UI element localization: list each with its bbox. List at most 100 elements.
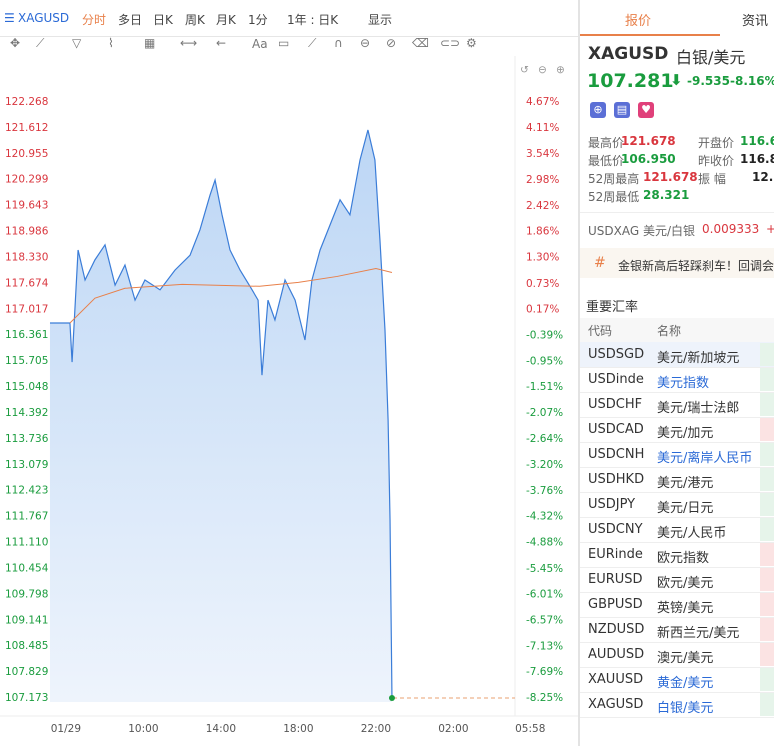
trend-cell (760, 393, 774, 416)
tool[interactable]: ⌇ (108, 36, 114, 50)
y-tick-label: 116.361 (5, 329, 48, 341)
rate-row[interactable]: USDJPY 美元/日元 (580, 492, 774, 518)
drawing-toolbar: ✥ ⟋ ▽ ⌇ ▦ ⟷ ← Aa ▭ ⟋ ∩ ⊖ ⊘ ⌫ ⊂⊃ ⚙ (0, 36, 578, 56)
tab[interactable]: 日K (153, 13, 173, 27)
y-tick-label: 119.643 (5, 200, 48, 212)
zoom-out-icon[interactable]: ⊖ (538, 64, 547, 76)
symbol: XAGUSD (588, 44, 669, 64)
tab[interactable]: 多日 (118, 13, 143, 27)
rate-name: 欧元指数 (657, 551, 710, 566)
y2-tick-label: -3.76% (526, 485, 563, 497)
rate-row[interactable]: EURUSD 欧元/美元 (580, 567, 774, 593)
x-tick-label: 10:00 (128, 723, 158, 735)
y2-tick-label: -6.01% (526, 589, 563, 601)
tab[interactable]: 1年 : 日K (287, 13, 339, 27)
tool[interactable]: ⚙ (466, 36, 477, 50)
rate-code: EURUSD (588, 572, 643, 587)
rate-row[interactable]: XAGUSD 白银/美元 (580, 692, 774, 718)
trend-cell (760, 443, 774, 466)
trend-cell (760, 668, 774, 691)
rate-code: USDSGD (588, 347, 644, 362)
y-tick-label: 120.955 (5, 148, 48, 160)
action-icon[interactable]: ▤ (614, 102, 630, 118)
y2-tick-label: 3.54% (526, 148, 559, 160)
rate-row[interactable]: EURinde 欧元指数 (580, 542, 774, 568)
y-tick-label: 117.674 (5, 277, 49, 289)
tool[interactable]: ⌫ (412, 36, 429, 50)
y-tick-label: 109.141 (5, 614, 48, 626)
rate-row[interactable]: NZDUSD 新西兰元/美元 (580, 617, 774, 643)
price-line (49, 129, 393, 699)
news[interactable]: 金银新高后轻踩刹车！回调会 (618, 259, 774, 273)
y2-tick-label: -3.20% (526, 459, 563, 471)
tool[interactable]: ⊂⊃ (440, 36, 461, 50)
stat-label: 昨收价 (698, 154, 735, 168)
inverse-label: USDXAG 美元/白银 (588, 224, 696, 238)
tab[interactable]: 显示 (368, 13, 393, 27)
tool[interactable]: Aa (252, 37, 268, 51)
symbol[interactable]: XAGUSD (18, 11, 70, 25)
y2-tick-label: -0.95% (526, 355, 563, 367)
col-header: 代码 (588, 324, 613, 338)
rate-code: USDCNY (588, 522, 643, 537)
tool[interactable]: ▦ (144, 36, 156, 50)
tab[interactable]: 报价 (625, 14, 652, 29)
tab[interactable]: 周K (185, 13, 205, 27)
rate-row[interactable]: USDCAD 美元/加元 (580, 417, 774, 443)
rate-row[interactable]: USDinde 美元指数 (580, 367, 774, 393)
y-tick-label: 115.048 (5, 381, 48, 393)
news-icon: # (594, 255, 606, 271)
action-icon[interactable]: ⊕ (590, 102, 606, 118)
rate-name: 黄金/美元 (657, 676, 714, 691)
rate-row[interactable]: AUDUSD 澳元/美元 (580, 642, 774, 668)
zoom-in-icon[interactable]: ⊕ (556, 64, 565, 76)
inverse-more: + (766, 222, 774, 236)
tab[interactable]: 分时 (82, 13, 107, 27)
average-line (69, 268, 393, 324)
rate-name: 美元/港元 (657, 476, 714, 491)
trend-cell (760, 518, 774, 541)
tool[interactable]: ⊘ (386, 36, 397, 50)
y-tick-label: 120.299 (5, 174, 48, 186)
rate-row[interactable]: USDHKD 美元/港元 (580, 467, 774, 493)
change: -9.535 (687, 74, 730, 88)
rate-row[interactable]: GBPUSD 英镑/美元 (580, 592, 774, 618)
y2-tick-label: 1.86% (526, 226, 559, 238)
tool[interactable]: ▭ (278, 36, 290, 50)
tool[interactable]: ← (216, 36, 227, 50)
reset-icon[interactable]: ↺ (520, 64, 529, 76)
area-fill (49, 129, 392, 702)
tool[interactable]: ∩ (334, 36, 343, 50)
tool[interactable]: ⟋ (36, 36, 45, 50)
tool[interactable]: ⟋ (308, 36, 317, 50)
rate-code: GBPUSD (588, 597, 643, 612)
y2-tick-label: -1.51% (526, 381, 563, 393)
rate-code: USDCHF (588, 397, 643, 412)
tool[interactable]: ⊖ (360, 36, 371, 50)
y2-tick-label: -5.45% (526, 563, 563, 575)
rate-code: EURinde (588, 547, 643, 562)
y2-tick-label: 4.67% (526, 96, 559, 108)
rate-code: XAGUSD (588, 697, 644, 712)
y-tick-label: 113.736 (5, 433, 49, 445)
tab[interactable]: 月K (216, 13, 236, 27)
last-point (388, 695, 395, 701)
menu-icon[interactable]: ☰ (4, 11, 15, 25)
tool[interactable]: ✥ (10, 36, 21, 50)
rate-name: 美元/人民币 (657, 526, 727, 541)
rate-name: 美元/新加坡元 (657, 351, 740, 366)
tab[interactable]: 资讯 (742, 14, 769, 29)
rate-name: 欧元/美元 (657, 576, 714, 591)
y2-tick-label: 0.73% (526, 278, 559, 290)
rate-row[interactable]: USDCHF 美元/瑞士法郎 (580, 392, 774, 418)
rate-row[interactable]: USDCNH 美元/离岸人民币 (580, 442, 774, 468)
tab[interactable]: 1分 (248, 13, 268, 27)
y2-tick-label: 2.42% (526, 200, 559, 212)
y2-tick-label: -7.13% (526, 640, 563, 652)
tool[interactable]: ⟷ (180, 36, 198, 50)
rate-row[interactable]: XAUUSD 黄金/美元 (580, 667, 774, 693)
rate-row[interactable]: USDCNY 美元/人民币 (580, 517, 774, 543)
rate-row[interactable]: USDSGD 美元/新加坡元 (580, 342, 774, 368)
tool[interactable]: ▽ (72, 36, 82, 50)
action-icon[interactable]: ♥ (638, 102, 654, 118)
